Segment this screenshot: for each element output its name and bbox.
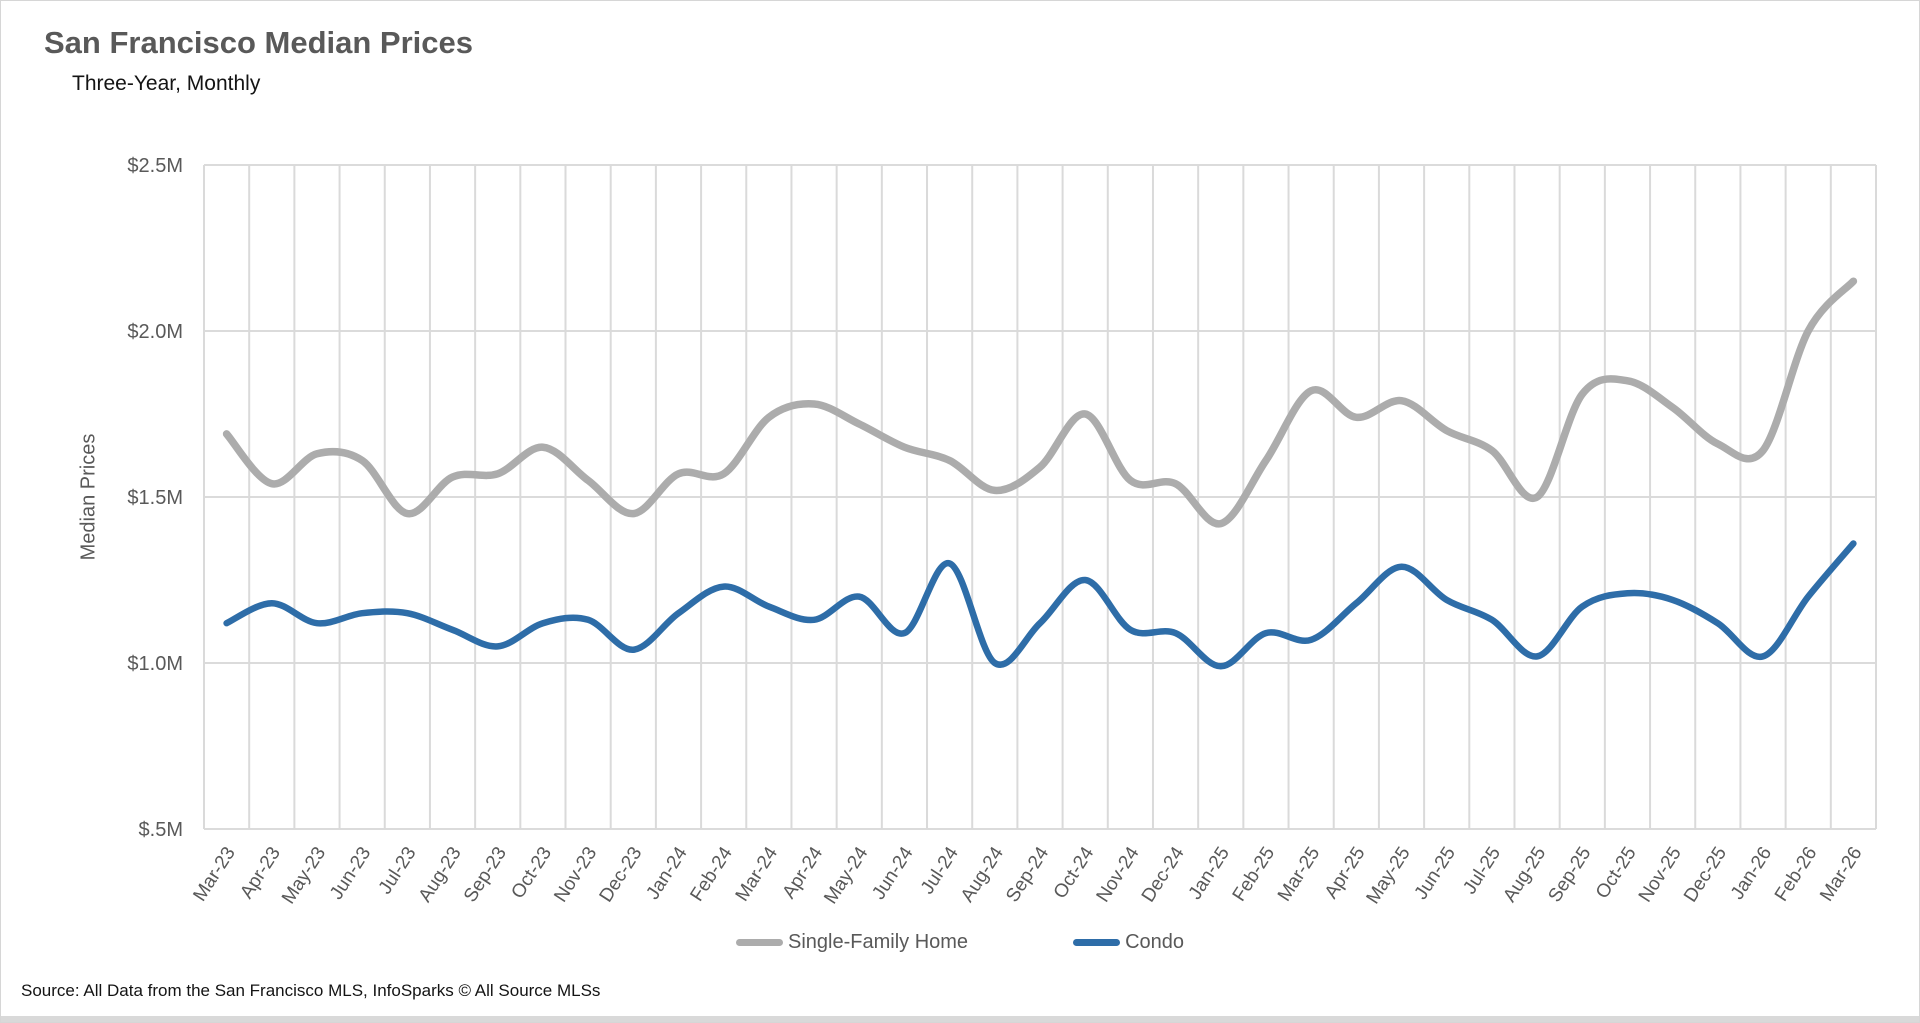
legend-label-condo: Condo	[1125, 931, 1184, 953]
x-tick-label: Mar-23	[189, 843, 239, 905]
x-tick-label: Jan-26	[1727, 843, 1776, 903]
x-tick-label: Sep-24	[1002, 843, 1053, 906]
x-tick-label: Mar-25	[1274, 843, 1324, 905]
x-tick-label: Apr-25	[1321, 843, 1370, 902]
x-tick-label: Jul-24	[917, 843, 963, 898]
x-tick-label: May-24	[820, 843, 872, 908]
legend-item-single-family: Single-Family Home	[736, 931, 968, 954]
source-attribution: Source: All Data from the San Francisco …	[21, 981, 601, 1000]
x-tick-label: May-25	[1363, 843, 1415, 908]
legend-label-single-family: Single-Family Home	[788, 931, 969, 953]
x-tick-label: Apr-23	[236, 843, 285, 902]
x-tick-label: Feb-26	[1771, 843, 1821, 905]
x-tick-label: Sep-23	[460, 843, 511, 906]
x-tick-label: Oct-25	[1592, 843, 1641, 902]
x-tick-label: Aug-23	[415, 843, 466, 906]
x-tick-label: Jan-25	[1185, 843, 1234, 903]
x-tick-label: Apr-24	[779, 843, 828, 903]
y-tick-label: $.5M	[139, 819, 183, 841]
x-tick-label: May-23	[278, 843, 330, 908]
chart-legend: Single-Family Home Condo	[1, 931, 1919, 954]
x-tick-label: Oct-23	[507, 843, 556, 902]
x-tick-label: Oct-24	[1050, 843, 1099, 903]
x-tick-label: Dec-24	[1138, 843, 1189, 906]
bottom-accent-bar	[1, 1016, 1919, 1022]
series-line-single-family-home	[222, 277, 1858, 528]
x-tick-label: Jun-25	[1411, 843, 1460, 903]
condo-line-swatch	[1073, 939, 1121, 946]
x-tick-label: Aug-25	[1499, 843, 1550, 906]
x-tick-label: Jul-25	[1459, 843, 1505, 898]
x-tick-label: Mar-24	[732, 843, 783, 905]
x-tick-label: Mar-26	[1816, 843, 1866, 905]
x-tick-label: Nov-25	[1635, 843, 1686, 906]
x-tick-label: Sep-25	[1544, 843, 1595, 906]
x-tick-label: Jun-23	[326, 843, 375, 903]
single-family-line-swatch	[736, 939, 783, 946]
series-line-condo	[223, 540, 1857, 670]
legend-item-condo: Condo	[1073, 931, 1184, 954]
page-title: San Francisco Median Prices	[44, 25, 474, 60]
x-tick-label: Nov-23	[550, 843, 601, 906]
y-tick-label: $1.5M	[127, 487, 183, 509]
y-tick-label: $2.0M	[127, 321, 183, 343]
x-tick-label: Jan-24	[642, 843, 691, 904]
x-tick-label: Feb-25	[1229, 843, 1279, 905]
x-tick-label: Nov-24	[1093, 843, 1144, 906]
y-tick-label: $1.0M	[127, 653, 183, 675]
x-tick-label: Jul-23	[375, 843, 421, 898]
x-tick-label: Feb-24	[686, 843, 737, 905]
x-tick-label: Dec-23	[596, 843, 647, 906]
y-tick-label: $2.5M	[127, 155, 183, 177]
x-tick-label: Aug-24	[957, 843, 1008, 906]
page-subtitle: Three-Year, Monthly	[72, 72, 261, 95]
x-tick-label: Jun-24	[868, 843, 917, 904]
x-tick-label: Dec-25	[1680, 843, 1731, 906]
